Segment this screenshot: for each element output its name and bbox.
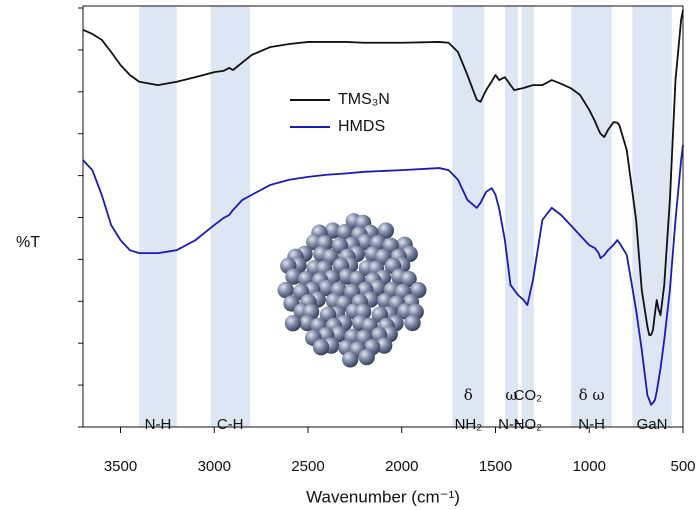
band-label: N-H — [498, 416, 525, 433]
nanoparticle-sphere — [324, 222, 342, 239]
band — [632, 6, 672, 427]
nanoparticle-sphere — [357, 233, 374, 251]
nanoparticle-sphere — [341, 351, 359, 368]
band-label: NH₂ — [455, 416, 483, 433]
band-label: NO₂ — [514, 416, 543, 433]
nanoparticle-sphere — [358, 348, 375, 366]
x-tick-label: 1000 — [573, 458, 606, 475]
nanoparticle-sphere — [277, 281, 294, 299]
band-label: CO₂ — [514, 387, 543, 404]
legend-label: TMS₃N — [338, 91, 390, 108]
nanoparticle-sphere — [400, 270, 417, 288]
spectrum-line — [82, 9, 684, 337]
y-axis-label: %T — [16, 234, 40, 251]
plot-frame — [82, 5, 684, 428]
band-label: N-H — [145, 416, 172, 433]
band-label: ω — [505, 386, 517, 404]
spectrum-line — [82, 144, 684, 406]
x-tick-label: 1500 — [479, 458, 512, 475]
nanoparticle-sphere — [336, 224, 354, 241]
nanoparticle-sphere — [312, 339, 330, 356]
nanoparticle-sphere — [377, 222, 395, 239]
band-label: δ — [464, 386, 473, 404]
x-tick-label: 2500 — [291, 458, 324, 475]
band — [571, 6, 612, 427]
band-label: N-H — [578, 416, 605, 433]
band-label: C-H — [217, 416, 244, 433]
band — [521, 6, 534, 427]
x-tick-label: 3000 — [198, 458, 231, 475]
band — [139, 6, 177, 427]
band-label: δ ω — [579, 386, 605, 404]
nanoparticle-sphere — [284, 314, 302, 332]
x-tick-label: 500 — [670, 458, 695, 475]
nanoparticle-sphere — [404, 314, 421, 332]
x-tick-label: 3500 — [104, 458, 137, 475]
band — [210, 6, 250, 427]
band — [452, 6, 485, 427]
nanoparticle-sphere — [375, 337, 393, 354]
nanoparticle-sphere — [318, 279, 335, 297]
x-axis-label: Wavenumber (cm⁻¹) — [306, 487, 460, 506]
band-label: GaN — [637, 416, 668, 433]
nanoparticle-sphere — [285, 268, 302, 285]
band — [504, 6, 518, 427]
nanoparticle-sphere — [410, 281, 427, 299]
legend-label: HMDS — [338, 118, 385, 135]
x-tick-label: 2000 — [385, 458, 418, 475]
